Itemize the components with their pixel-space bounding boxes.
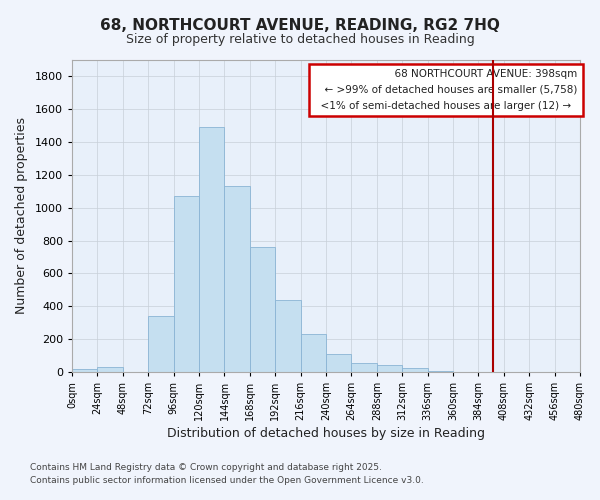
Bar bbox=[97, 367, 123, 372]
Bar bbox=[72, 370, 97, 372]
Bar bbox=[250, 247, 275, 372]
Bar bbox=[352, 363, 377, 372]
Bar bbox=[377, 365, 402, 372]
Text: 68 NORTHCOURT AVENUE: 398sqm
  ← >99% of detached houses are smaller (5,758)
  <: 68 NORTHCOURT AVENUE: 398sqm ← >99% of d… bbox=[314, 70, 577, 110]
Bar bbox=[173, 196, 199, 372]
X-axis label: Distribution of detached houses by size in Reading: Distribution of detached houses by size … bbox=[167, 427, 485, 440]
Bar bbox=[301, 334, 326, 372]
Bar bbox=[148, 316, 173, 372]
Bar bbox=[275, 300, 301, 372]
Bar bbox=[326, 354, 352, 372]
Bar bbox=[428, 371, 453, 372]
Bar bbox=[224, 186, 250, 372]
Text: Contains HM Land Registry data © Crown copyright and database right 2025.: Contains HM Land Registry data © Crown c… bbox=[30, 464, 382, 472]
Text: Contains public sector information licensed under the Open Government Licence v3: Contains public sector information licen… bbox=[30, 476, 424, 485]
Bar bbox=[402, 368, 428, 372]
Text: 68, NORTHCOURT AVENUE, READING, RG2 7HQ: 68, NORTHCOURT AVENUE, READING, RG2 7HQ bbox=[100, 18, 500, 32]
Y-axis label: Number of detached properties: Number of detached properties bbox=[15, 118, 28, 314]
Text: Size of property relative to detached houses in Reading: Size of property relative to detached ho… bbox=[125, 32, 475, 46]
Bar bbox=[199, 128, 224, 372]
